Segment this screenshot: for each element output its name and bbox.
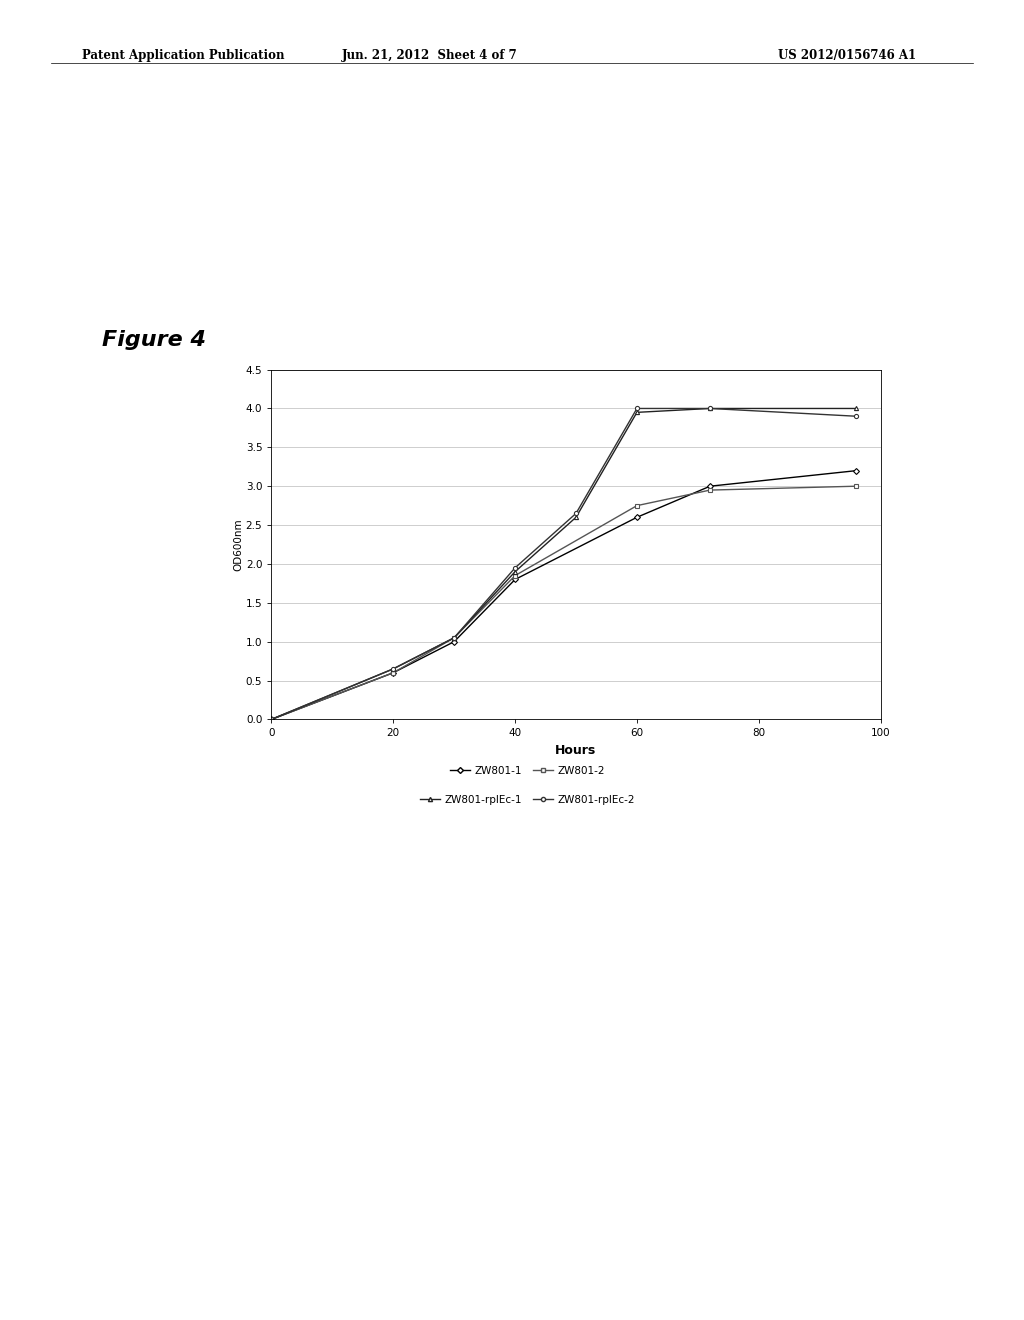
Text: US 2012/0156746 A1: US 2012/0156746 A1 — [778, 49, 916, 62]
Y-axis label: OD600nm: OD600nm — [232, 519, 243, 570]
Text: Figure 4: Figure 4 — [102, 330, 207, 350]
Text: Jun. 21, 2012  Sheet 4 of 7: Jun. 21, 2012 Sheet 4 of 7 — [342, 49, 518, 62]
X-axis label: Hours: Hours — [555, 744, 597, 756]
Legend: ZW801-1, ZW801-2: ZW801-1, ZW801-2 — [445, 762, 609, 780]
Legend: ZW801-rplEc-1, ZW801-rplEc-2: ZW801-rplEc-1, ZW801-rplEc-2 — [416, 791, 639, 809]
Text: Patent Application Publication: Patent Application Publication — [82, 49, 285, 62]
